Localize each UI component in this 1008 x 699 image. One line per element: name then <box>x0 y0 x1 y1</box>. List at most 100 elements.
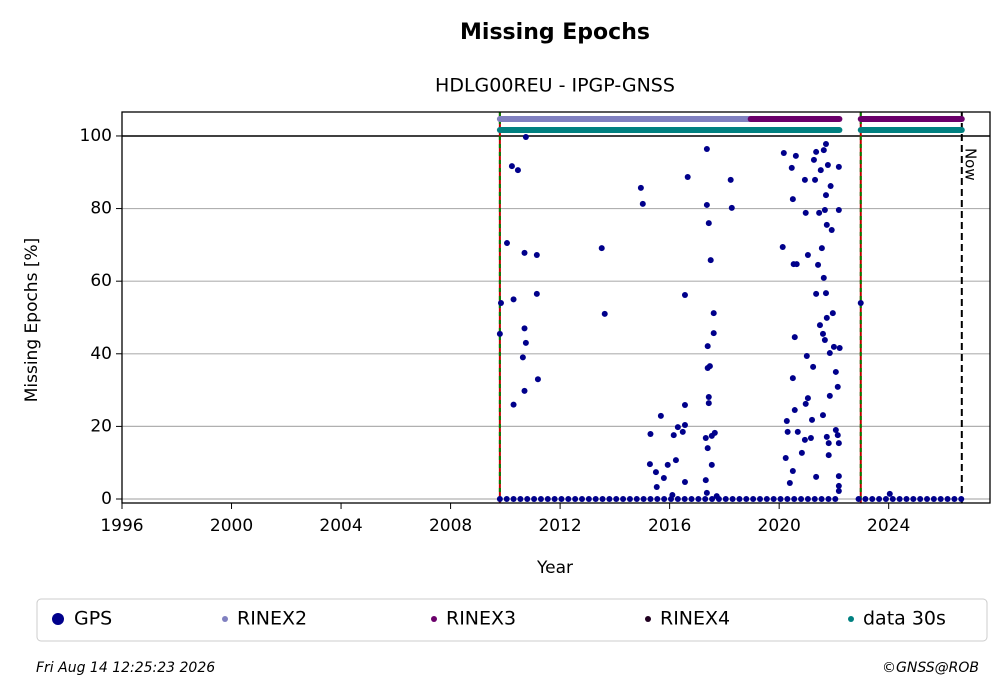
point <box>817 167 824 174</box>
point <box>496 330 503 337</box>
point <box>816 209 823 216</box>
chart-subtitle: HDLG00REU - IPGP-GNSS <box>435 75 675 97</box>
point <box>517 496 524 503</box>
point <box>789 196 796 203</box>
point <box>793 261 800 268</box>
point <box>876 496 883 503</box>
point <box>702 435 709 442</box>
point <box>756 496 763 503</box>
point <box>822 192 829 199</box>
point <box>626 496 633 503</box>
point <box>674 496 681 503</box>
point <box>804 252 811 259</box>
point <box>565 496 572 503</box>
now-label: Now <box>961 148 979 181</box>
legend-label: GPS <box>74 608 112 630</box>
point <box>672 457 679 464</box>
x-tick-label: 2024 <box>867 516 910 536</box>
point <box>537 496 544 503</box>
point <box>510 296 517 303</box>
point <box>784 428 791 435</box>
point <box>821 336 828 343</box>
point <box>510 401 517 408</box>
point <box>819 412 826 419</box>
point <box>812 176 819 183</box>
y-tick-label: 60 <box>90 271 112 291</box>
point <box>679 428 686 435</box>
point <box>652 469 659 476</box>
point <box>782 454 789 461</box>
point <box>653 484 660 491</box>
point <box>780 150 787 157</box>
point <box>704 343 711 350</box>
point <box>729 496 736 503</box>
point <box>789 468 796 475</box>
point <box>558 496 565 503</box>
point <box>711 429 718 436</box>
point <box>822 140 829 147</box>
point <box>708 461 715 468</box>
point <box>657 412 664 419</box>
point <box>551 496 558 503</box>
point <box>944 496 951 503</box>
point <box>830 343 837 350</box>
x-tick-label: 2016 <box>648 516 691 536</box>
point <box>818 496 825 503</box>
point <box>788 164 795 171</box>
point <box>792 152 799 159</box>
point <box>705 400 712 407</box>
point <box>813 473 820 480</box>
point <box>820 147 827 154</box>
point <box>937 496 944 503</box>
point <box>702 477 709 484</box>
legend-label: RINEX4 <box>660 608 730 630</box>
point <box>903 496 910 503</box>
point <box>827 183 834 190</box>
point <box>801 436 808 443</box>
point <box>599 496 606 503</box>
point <box>824 162 831 169</box>
point <box>681 291 688 298</box>
point <box>702 496 709 503</box>
point <box>707 257 714 264</box>
point <box>802 400 809 407</box>
point <box>681 496 688 503</box>
point <box>807 435 814 442</box>
point <box>521 325 528 332</box>
legend-marker <box>222 616 228 622</box>
point <box>820 274 827 281</box>
point <box>728 204 735 211</box>
x-tick-label: 2000 <box>210 516 253 536</box>
point <box>522 134 529 141</box>
point <box>710 330 717 337</box>
point <box>825 452 832 459</box>
point <box>896 496 903 503</box>
point <box>823 221 830 228</box>
point <box>825 440 832 447</box>
x-tick-label: 1996 <box>100 516 143 536</box>
point <box>706 363 713 370</box>
y-tick-label: 40 <box>90 344 112 364</box>
point <box>825 496 832 503</box>
point <box>794 428 801 435</box>
point <box>736 496 743 503</box>
point <box>951 496 958 503</box>
point <box>810 156 817 163</box>
chart-title: Missing Epochs <box>460 20 650 45</box>
point <box>804 496 811 503</box>
point <box>705 220 712 227</box>
point <box>958 496 965 503</box>
point <box>703 146 710 153</box>
point <box>834 383 841 390</box>
point <box>930 496 937 503</box>
y-axis-label: Missing Epochs [%] <box>22 238 42 403</box>
point <box>763 496 770 503</box>
x-tick-label: 2004 <box>319 516 362 536</box>
point <box>802 209 809 216</box>
point <box>832 427 839 434</box>
point <box>815 261 822 268</box>
legend-marker <box>848 616 854 622</box>
legend-label: RINEX2 <box>237 608 307 630</box>
point <box>646 461 653 468</box>
